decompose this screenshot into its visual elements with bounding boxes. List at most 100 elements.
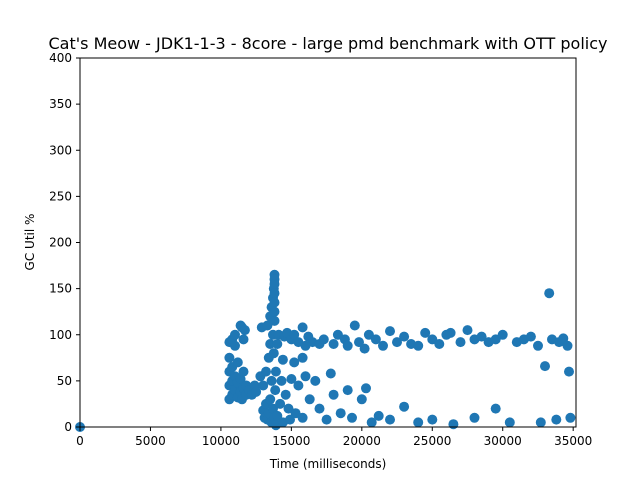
data-point [558, 333, 569, 344]
data-point [289, 357, 300, 368]
data-point [399, 331, 410, 342]
data-point [448, 419, 459, 430]
data-point [349, 320, 360, 331]
y-tick-label: 400 [49, 51, 72, 65]
data-point [238, 366, 249, 377]
data-point [347, 412, 357, 423]
y-tick-label: 350 [49, 97, 72, 111]
data-point [525, 331, 536, 342]
x-tick-label: 25000 [413, 434, 451, 448]
data-point [373, 410, 384, 421]
x-tick-label: 20000 [343, 434, 381, 448]
data-point [445, 327, 456, 338]
data-point [318, 334, 329, 345]
data-point [354, 337, 364, 348]
chart-title: Cat's Meow - JDK1-1-3 - 8core - large pm… [49, 34, 608, 53]
data-points [75, 269, 576, 432]
data-point [370, 334, 381, 345]
data-point [342, 340, 353, 351]
data-point [265, 394, 276, 405]
data-point [275, 398, 286, 409]
x-tick-label: 15000 [272, 434, 310, 448]
data-point [356, 394, 367, 405]
data-point [413, 340, 424, 351]
data-point [258, 380, 269, 391]
data-point [399, 401, 410, 412]
data-point [551, 414, 562, 425]
data-point [262, 320, 273, 331]
data-point [378, 340, 388, 351]
data-point [469, 412, 480, 423]
data-point [280, 389, 291, 400]
data-point [385, 326, 395, 337]
y-tick-label: 250 [49, 189, 72, 203]
data-point [270, 366, 281, 377]
data-point [265, 339, 276, 349]
data-point [304, 394, 315, 405]
data-point [269, 306, 280, 317]
data-point [328, 389, 339, 400]
data-point [277, 354, 288, 365]
data-point [314, 403, 325, 414]
data-point [321, 414, 332, 425]
data-point [239, 325, 250, 336]
data-point [413, 417, 424, 428]
data-point [297, 322, 308, 333]
data-point [434, 339, 445, 349]
data-point [300, 371, 311, 382]
data-point [238, 334, 249, 345]
data-point [266, 375, 277, 386]
data-point [230, 340, 240, 351]
data-point [269, 297, 280, 308]
data-point [535, 417, 546, 428]
data-point [251, 386, 262, 397]
y-tick-label: 0 [64, 420, 72, 434]
data-point [504, 417, 515, 428]
data-point [335, 408, 346, 419]
data-point [385, 414, 395, 425]
data-point [268, 403, 278, 414]
y-tick-label: 200 [49, 236, 72, 250]
data-point [269, 288, 280, 299]
data-point [427, 414, 438, 425]
x-tick-label: 35000 [554, 434, 592, 448]
data-point [276, 375, 287, 386]
data-point [289, 329, 300, 340]
data-point [310, 375, 321, 386]
data-point [272, 410, 283, 421]
x-axis-label: Time (milliseconds) [269, 457, 387, 471]
data-point [533, 340, 543, 351]
data-point [283, 403, 294, 414]
x-tick-label: 5000 [135, 434, 166, 448]
y-tick-label: 100 [49, 328, 72, 342]
y-tick-label: 150 [49, 282, 72, 296]
x-tick-label: 10000 [202, 434, 240, 448]
data-point [342, 385, 353, 396]
data-point [564, 366, 574, 377]
data-point [562, 340, 573, 351]
data-point [540, 361, 550, 372]
data-point [232, 357, 243, 368]
data-point [366, 417, 377, 428]
data-point [268, 348, 279, 359]
data-point [286, 374, 297, 384]
data-point [224, 352, 235, 363]
data-point [392, 337, 402, 348]
y-axis-label: GC Util % [23, 214, 37, 271]
data-point [325, 368, 336, 379]
data-point [565, 412, 576, 423]
data-point [293, 380, 304, 391]
y-tick-label: 300 [49, 143, 72, 157]
y-tick-label: 50 [57, 374, 72, 388]
data-point [497, 329, 508, 340]
data-point [269, 315, 280, 326]
y-axis: 0 50 100 150 200 250 300 350 400 [49, 51, 80, 434]
data-point [455, 337, 466, 348]
data-point [297, 412, 308, 423]
data-point [270, 385, 281, 396]
data-point [544, 288, 555, 299]
data-point [476, 331, 487, 342]
data-point [361, 383, 371, 394]
